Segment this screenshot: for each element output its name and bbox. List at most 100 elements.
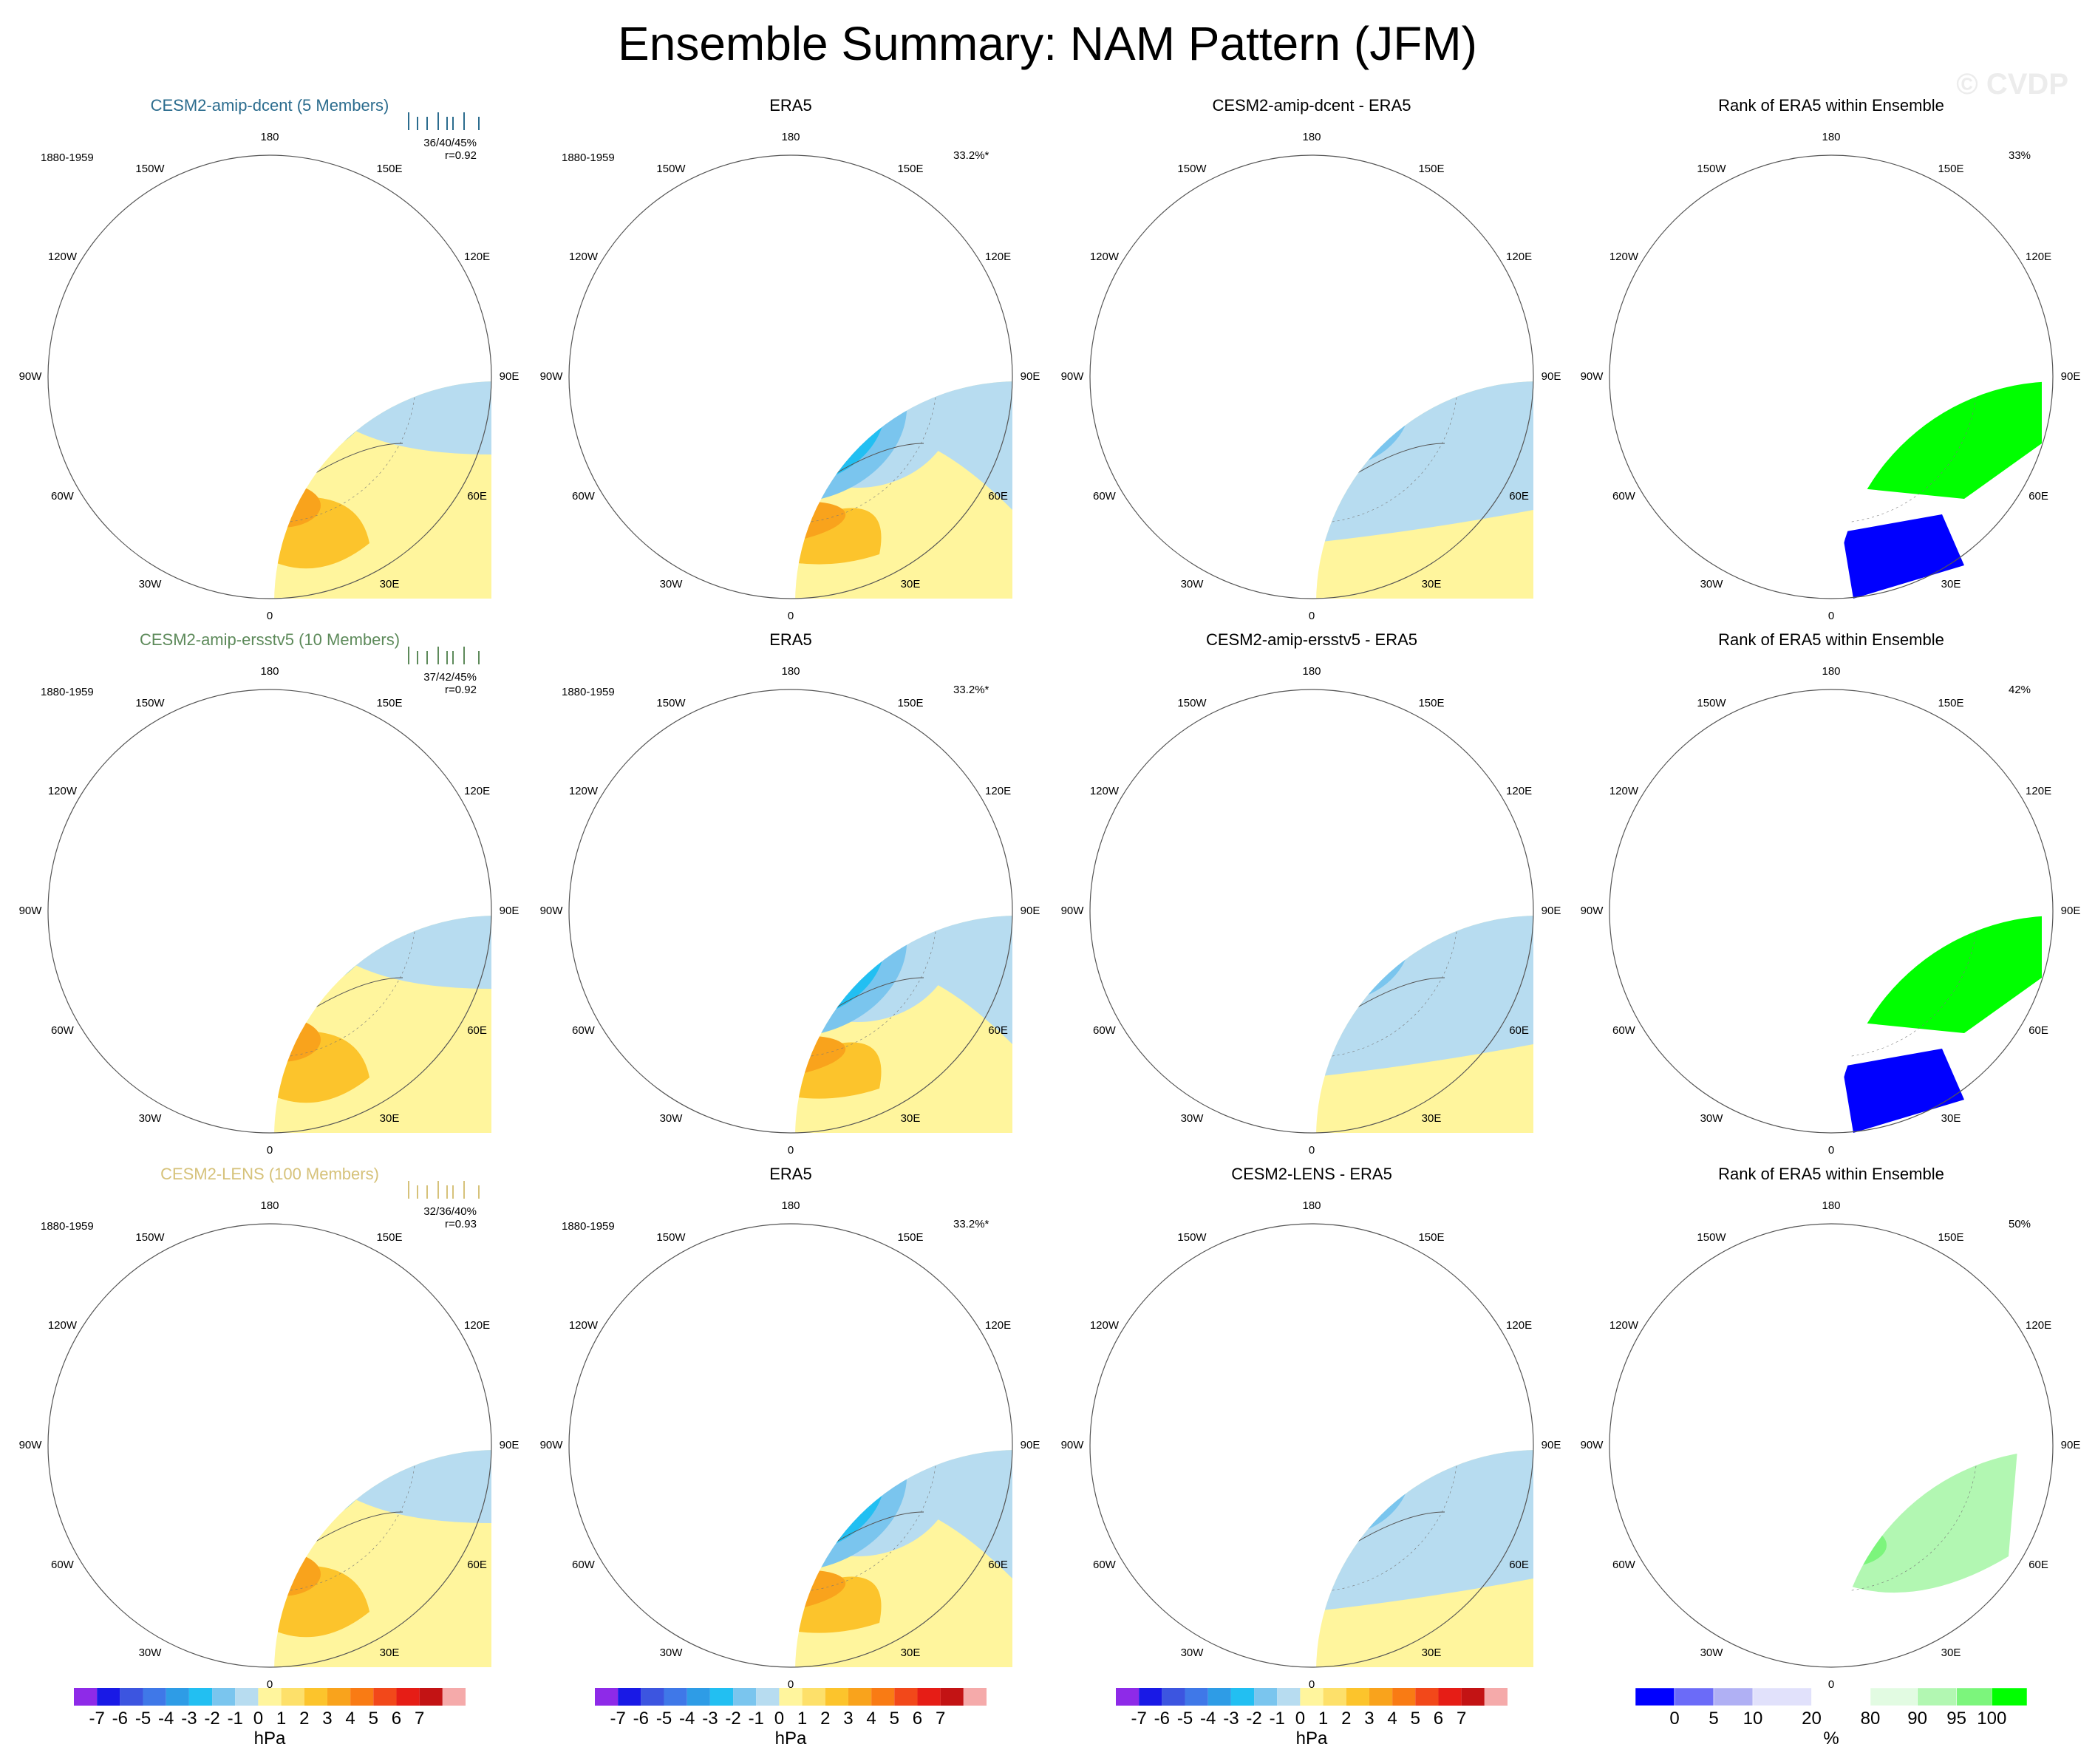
colorbar-tick-label: -4 bbox=[679, 1709, 695, 1729]
colorbar-tick-label: 80 bbox=[1860, 1709, 1881, 1729]
longitude-label: 180 bbox=[1302, 1199, 1321, 1212]
pacific-high-contour bbox=[64, 163, 351, 347]
longitude-label: 30E bbox=[1421, 577, 1442, 590]
obs-variance-pct: 33.2%* bbox=[953, 684, 989, 696]
colorbar-swatch bbox=[848, 1688, 872, 1706]
colorbar-swatch bbox=[595, 1688, 619, 1706]
longitude-label: 60W bbox=[571, 490, 595, 503]
longitude-label: 30W bbox=[1180, 577, 1204, 590]
map-background bbox=[1836, 381, 2053, 599]
period-label: 1880-1959 bbox=[562, 1220, 615, 1233]
longitude-label: 60W bbox=[1612, 490, 1635, 503]
panel-title: Rank of ERA5 within Ensemble bbox=[1718, 1165, 1944, 1183]
rank-pct: 50% bbox=[2009, 1218, 2031, 1230]
colorbar-tick-label: -1 bbox=[227, 1709, 243, 1729]
colorbar-swatch bbox=[188, 1688, 213, 1706]
coastline bbox=[1836, 916, 1854, 1045]
map-positive-sector bbox=[274, 916, 491, 989]
pacific-high-contour bbox=[173, 764, 243, 814]
pacific-high-contour bbox=[173, 230, 243, 280]
longitude-label: 60E bbox=[2028, 490, 2048, 503]
panel-title: ERA5 bbox=[769, 1165, 812, 1183]
longitude-label: 90E bbox=[499, 1439, 520, 1451]
longitude-label: 90E bbox=[1541, 905, 1561, 917]
longitude-label: 90W bbox=[18, 1439, 42, 1451]
longitude-label: 60W bbox=[50, 490, 74, 503]
pacific-high-contour bbox=[1199, 215, 1345, 295]
colorbar-swatch bbox=[940, 1688, 964, 1706]
map-border bbox=[1089, 689, 1534, 1134]
colorbar-swatch bbox=[327, 1688, 351, 1706]
longitude-label: 180 bbox=[1822, 665, 1841, 678]
colorbar-tick-label: 2 bbox=[820, 1709, 831, 1729]
longitude-label: 0 bbox=[1827, 610, 1835, 622]
longitude-label: 90E bbox=[2060, 370, 2081, 383]
rank-pct: 42% bbox=[2009, 684, 2031, 696]
longitude-label: 120W bbox=[1609, 251, 1638, 263]
latitude-circle bbox=[1836, 1450, 1905, 1519]
colorbar-swatch bbox=[235, 1688, 259, 1706]
pattern-correlation: r=0.92 bbox=[445, 149, 477, 162]
colorbar-swatch bbox=[664, 1688, 687, 1706]
colorbar-swatch bbox=[281, 1688, 304, 1706]
longitude-label: 150W bbox=[1697, 163, 1726, 176]
cvdp-watermark: © CVDP bbox=[1956, 68, 2068, 101]
longitude-label: 150W bbox=[656, 697, 686, 710]
arctic-low-contour bbox=[274, 381, 318, 413]
longitude-label: 60E bbox=[988, 1024, 1008, 1037]
coastline bbox=[1836, 1450, 1854, 1579]
longitude-label: 90E bbox=[499, 905, 520, 917]
pacific-high-contour bbox=[64, 698, 351, 881]
colorbar-swatch bbox=[779, 1688, 803, 1706]
colorbar-swatch bbox=[1300, 1688, 1324, 1706]
colorbar-tick-label: 5 bbox=[1410, 1709, 1420, 1729]
longitude-label: 30E bbox=[900, 1646, 921, 1659]
longitude-label: 60W bbox=[1092, 1024, 1116, 1037]
longitude-label: 150E bbox=[376, 697, 403, 710]
longitude-label: 150W bbox=[1177, 1231, 1207, 1244]
colorbar-swatch bbox=[1207, 1688, 1231, 1706]
atlantic-high-contour bbox=[274, 1018, 321, 1062]
map-positive-sector bbox=[274, 1450, 491, 1523]
arctic-low-contour bbox=[795, 916, 846, 987]
longitude-label: 150E bbox=[897, 1231, 924, 1244]
polar-map bbox=[47, 689, 492, 1134]
longitude-label: 30E bbox=[379, 1111, 400, 1125]
longitude-label: 60E bbox=[2028, 1024, 2048, 1037]
longitude-label: 90E bbox=[1541, 1439, 1561, 1451]
atlantic-high-contour bbox=[274, 483, 321, 528]
longitude-label: 60W bbox=[1092, 1559, 1116, 1571]
map-border bbox=[568, 689, 1013, 1134]
hpa-colorbar bbox=[595, 1688, 987, 1706]
atlantic-high-contour bbox=[795, 454, 882, 565]
longitude-label: 90W bbox=[1060, 905, 1084, 917]
member-pct-ticks bbox=[408, 112, 480, 130]
pattern-correlation: r=0.92 bbox=[445, 684, 477, 696]
pacific-high-contour bbox=[92, 718, 324, 861]
colorbar-swatch bbox=[350, 1688, 374, 1706]
colorbar-swatch bbox=[166, 1688, 189, 1706]
latitude-circle bbox=[795, 381, 865, 451]
colorbar-tick-label: -2 bbox=[204, 1709, 220, 1729]
longitude-label: 30E bbox=[1421, 1646, 1442, 1659]
colorbar-swatch bbox=[1438, 1688, 1462, 1706]
longitude-label: 90E bbox=[499, 370, 520, 383]
colorbar-swatch bbox=[1230, 1688, 1255, 1706]
panel-title: CESM2-amip-dcent (5 Members) bbox=[150, 96, 389, 115]
colorbar-tick-label: -6 bbox=[1154, 1709, 1171, 1729]
longitude-label: 30E bbox=[900, 1111, 921, 1125]
longitude-label: 150W bbox=[135, 163, 165, 176]
panel-title: Rank of ERA5 within Ensemble bbox=[1718, 96, 1944, 115]
arctic-low-core bbox=[274, 1450, 321, 1471]
colorbar-tick-label: 2 bbox=[299, 1709, 310, 1729]
colorbar-unit: % bbox=[1823, 1729, 1839, 1748]
longitude-label: 90E bbox=[2060, 1439, 2081, 1451]
colorbar-swatch bbox=[1674, 1688, 1714, 1706]
pacific-high-contour bbox=[1199, 749, 1345, 829]
pacific-high-contour bbox=[700, 233, 815, 290]
longitude-label: 150E bbox=[376, 163, 403, 176]
colorbar-unit: hPa bbox=[253, 1729, 286, 1748]
period-label: 1880-1959 bbox=[41, 1220, 94, 1233]
atlantic-high-contour bbox=[274, 1552, 321, 1596]
longitude-label: 30W bbox=[138, 1646, 162, 1659]
